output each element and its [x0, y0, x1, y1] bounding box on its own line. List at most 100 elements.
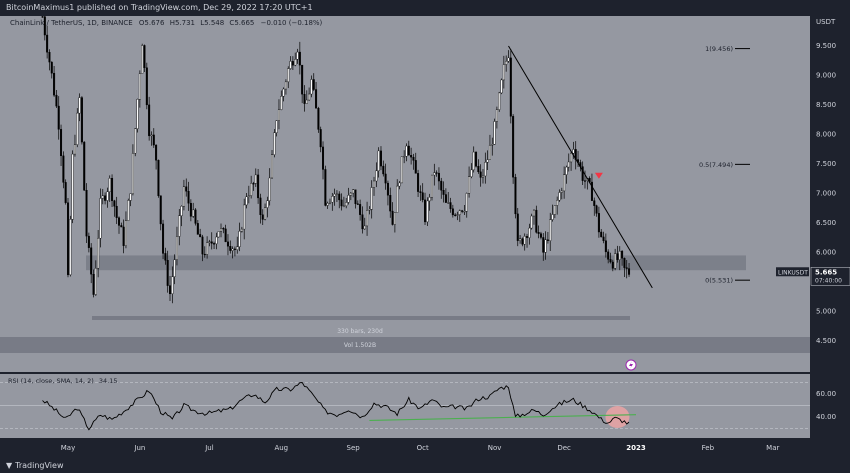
candle-body: [134, 128, 137, 154]
candle-body: [370, 187, 373, 210]
candle-body: [340, 199, 343, 207]
candle-body: [433, 172, 436, 176]
candle-body: [85, 190, 88, 237]
candle-body: [607, 251, 610, 260]
candle-body: [305, 99, 308, 104]
candle-body: [310, 79, 313, 95]
candle-body: [623, 257, 626, 268]
candle-body: [563, 174, 566, 192]
candle-body: [442, 190, 445, 195]
candle-body: [108, 178, 111, 193]
candle-body: [424, 199, 427, 223]
candle-body: [458, 210, 461, 215]
time-tick-label: Dec: [557, 444, 571, 452]
candle-body: [375, 170, 378, 182]
candle-body: [484, 162, 487, 177]
time-tick-label: Mar: [766, 444, 779, 452]
candle-body: [141, 45, 144, 74]
ohlc-o-value: 5.676: [144, 19, 165, 27]
candle-body: [342, 205, 345, 207]
candle-body: [583, 180, 586, 182]
candle-body: [148, 104, 151, 137]
range-bar-label: 330 bars, 230d: [337, 328, 383, 335]
candle-body: [435, 172, 438, 174]
published-header: BitcoinMaximus1 published on TradingView…: [0, 0, 850, 16]
candle-body: [333, 193, 336, 197]
candle-body: [271, 154, 274, 179]
candle-body: [275, 120, 278, 133]
lightning-icon[interactable]: [625, 359, 637, 371]
candle-body: [539, 233, 542, 238]
candle-body: [55, 94, 58, 107]
candle-body: [386, 182, 389, 196]
candle-body: [604, 240, 607, 253]
candle-body: [291, 61, 294, 66]
candle-body: [90, 247, 93, 275]
candle-body: [609, 259, 612, 263]
candle-body: [60, 129, 63, 157]
fib-level-label: 0.5(7.494): [699, 161, 733, 169]
candle-body: [303, 93, 306, 104]
chart-overlays: [508, 45, 653, 289]
price-tick-label: 7.500: [816, 160, 836, 168]
candle-body: [138, 73, 141, 100]
candle-body: [247, 195, 250, 198]
candle-body: [611, 261, 614, 269]
candle-body: [317, 108, 320, 130]
candle-body: [398, 182, 401, 187]
candle-body: [64, 182, 67, 203]
candle-body: [430, 174, 433, 198]
candle-body: [106, 191, 109, 201]
candle-body: [57, 105, 60, 130]
candle-body: [222, 228, 225, 230]
time-tick-label: May: [61, 444, 75, 452]
candle-body: [180, 205, 183, 216]
time-tick-label: Aug: [274, 444, 288, 452]
chart-svg[interactable]: ChainLink / TetherUS, 1D, BINANCE O5.676…: [0, 16, 850, 459]
candle-body: [162, 223, 165, 254]
footer-brand-text: TradingView: [15, 461, 64, 470]
rsi-support-line: [369, 414, 637, 422]
candle-body: [129, 193, 132, 201]
ohlc-h-label: H: [170, 19, 175, 27]
candle-body: [220, 228, 223, 232]
volume-label-value: 1.502B: [355, 342, 376, 349]
candle-body: [273, 132, 276, 155]
candle-body: [628, 268, 631, 275]
candle-body: [240, 228, 243, 232]
candle-body: [597, 213, 600, 233]
candle-body: [570, 152, 573, 163]
candle-body: [377, 150, 380, 172]
candle-body: [338, 193, 341, 201]
candle-body: [391, 210, 394, 225]
candle-body: [213, 243, 216, 245]
candle-body: [104, 195, 107, 201]
candle-body: [560, 190, 563, 193]
candle-body: [284, 81, 287, 90]
candle-body: [282, 88, 285, 97]
fib-level-label: 1(9.456): [705, 45, 733, 53]
candle-body: [210, 241, 213, 244]
candle-body: [477, 166, 480, 173]
candle-body: [71, 153, 74, 220]
candle-body: [417, 173, 420, 192]
candle-body: [389, 195, 392, 212]
price-tick-label: 4.500: [816, 337, 836, 345]
candle-body: [319, 129, 322, 148]
last-price-symbol: LINKUSDT: [778, 269, 808, 276]
candle-body: [356, 203, 359, 205]
candle-body: [143, 45, 146, 68]
candle-body: [178, 215, 181, 237]
candle-body: [76, 112, 79, 145]
candle-body: [368, 209, 371, 211]
candle-body: [468, 176, 471, 194]
candle-body: [542, 237, 545, 253]
candle-body: [113, 200, 116, 207]
time-tick-label: 2023: [626, 444, 646, 452]
candle-body: [224, 228, 227, 243]
rsi-highlight-circle: [605, 406, 630, 428]
candle-body: [421, 192, 424, 201]
candle-body: [419, 191, 422, 193]
candle-body: [257, 174, 260, 199]
candle-body: [528, 227, 531, 238]
